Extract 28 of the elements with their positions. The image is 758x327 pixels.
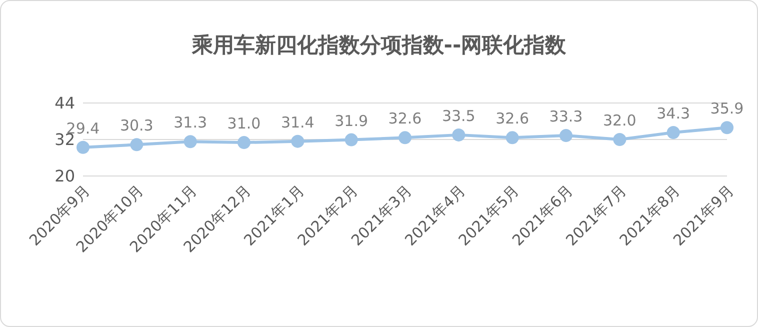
data-label: 33.5 — [442, 106, 476, 125]
point — [613, 133, 626, 146]
data-label: 33.3 — [549, 108, 583, 126]
data-label: 35.9 — [710, 100, 744, 118]
point — [184, 135, 197, 148]
point — [560, 129, 572, 142]
y-tick-label: 44 — [54, 94, 75, 113]
y-tick-label: 20 — [54, 166, 75, 186]
chart-title: 乘用车新四化指数分项指数--网联化指数 — [190, 32, 568, 59]
data-label: 31.4 — [280, 113, 314, 132]
data-label: 32.6 — [388, 110, 422, 128]
point — [291, 134, 304, 148]
point — [130, 138, 144, 152]
data-label: 31.9 — [334, 112, 368, 130]
data-label: 32.0 — [602, 112, 636, 130]
point — [398, 131, 412, 144]
point — [452, 128, 466, 142]
data-label: 34.3 — [656, 104, 690, 123]
data-label: 31.0 — [227, 114, 261, 133]
data-label: 32.6 — [496, 110, 530, 128]
point — [238, 136, 250, 150]
data-label: 31.3 — [174, 114, 208, 132]
point — [76, 140, 90, 154]
data-label: 30.3 — [120, 116, 154, 135]
point — [344, 133, 358, 146]
point — [666, 126, 680, 140]
point — [506, 131, 519, 144]
point — [720, 121, 734, 134]
